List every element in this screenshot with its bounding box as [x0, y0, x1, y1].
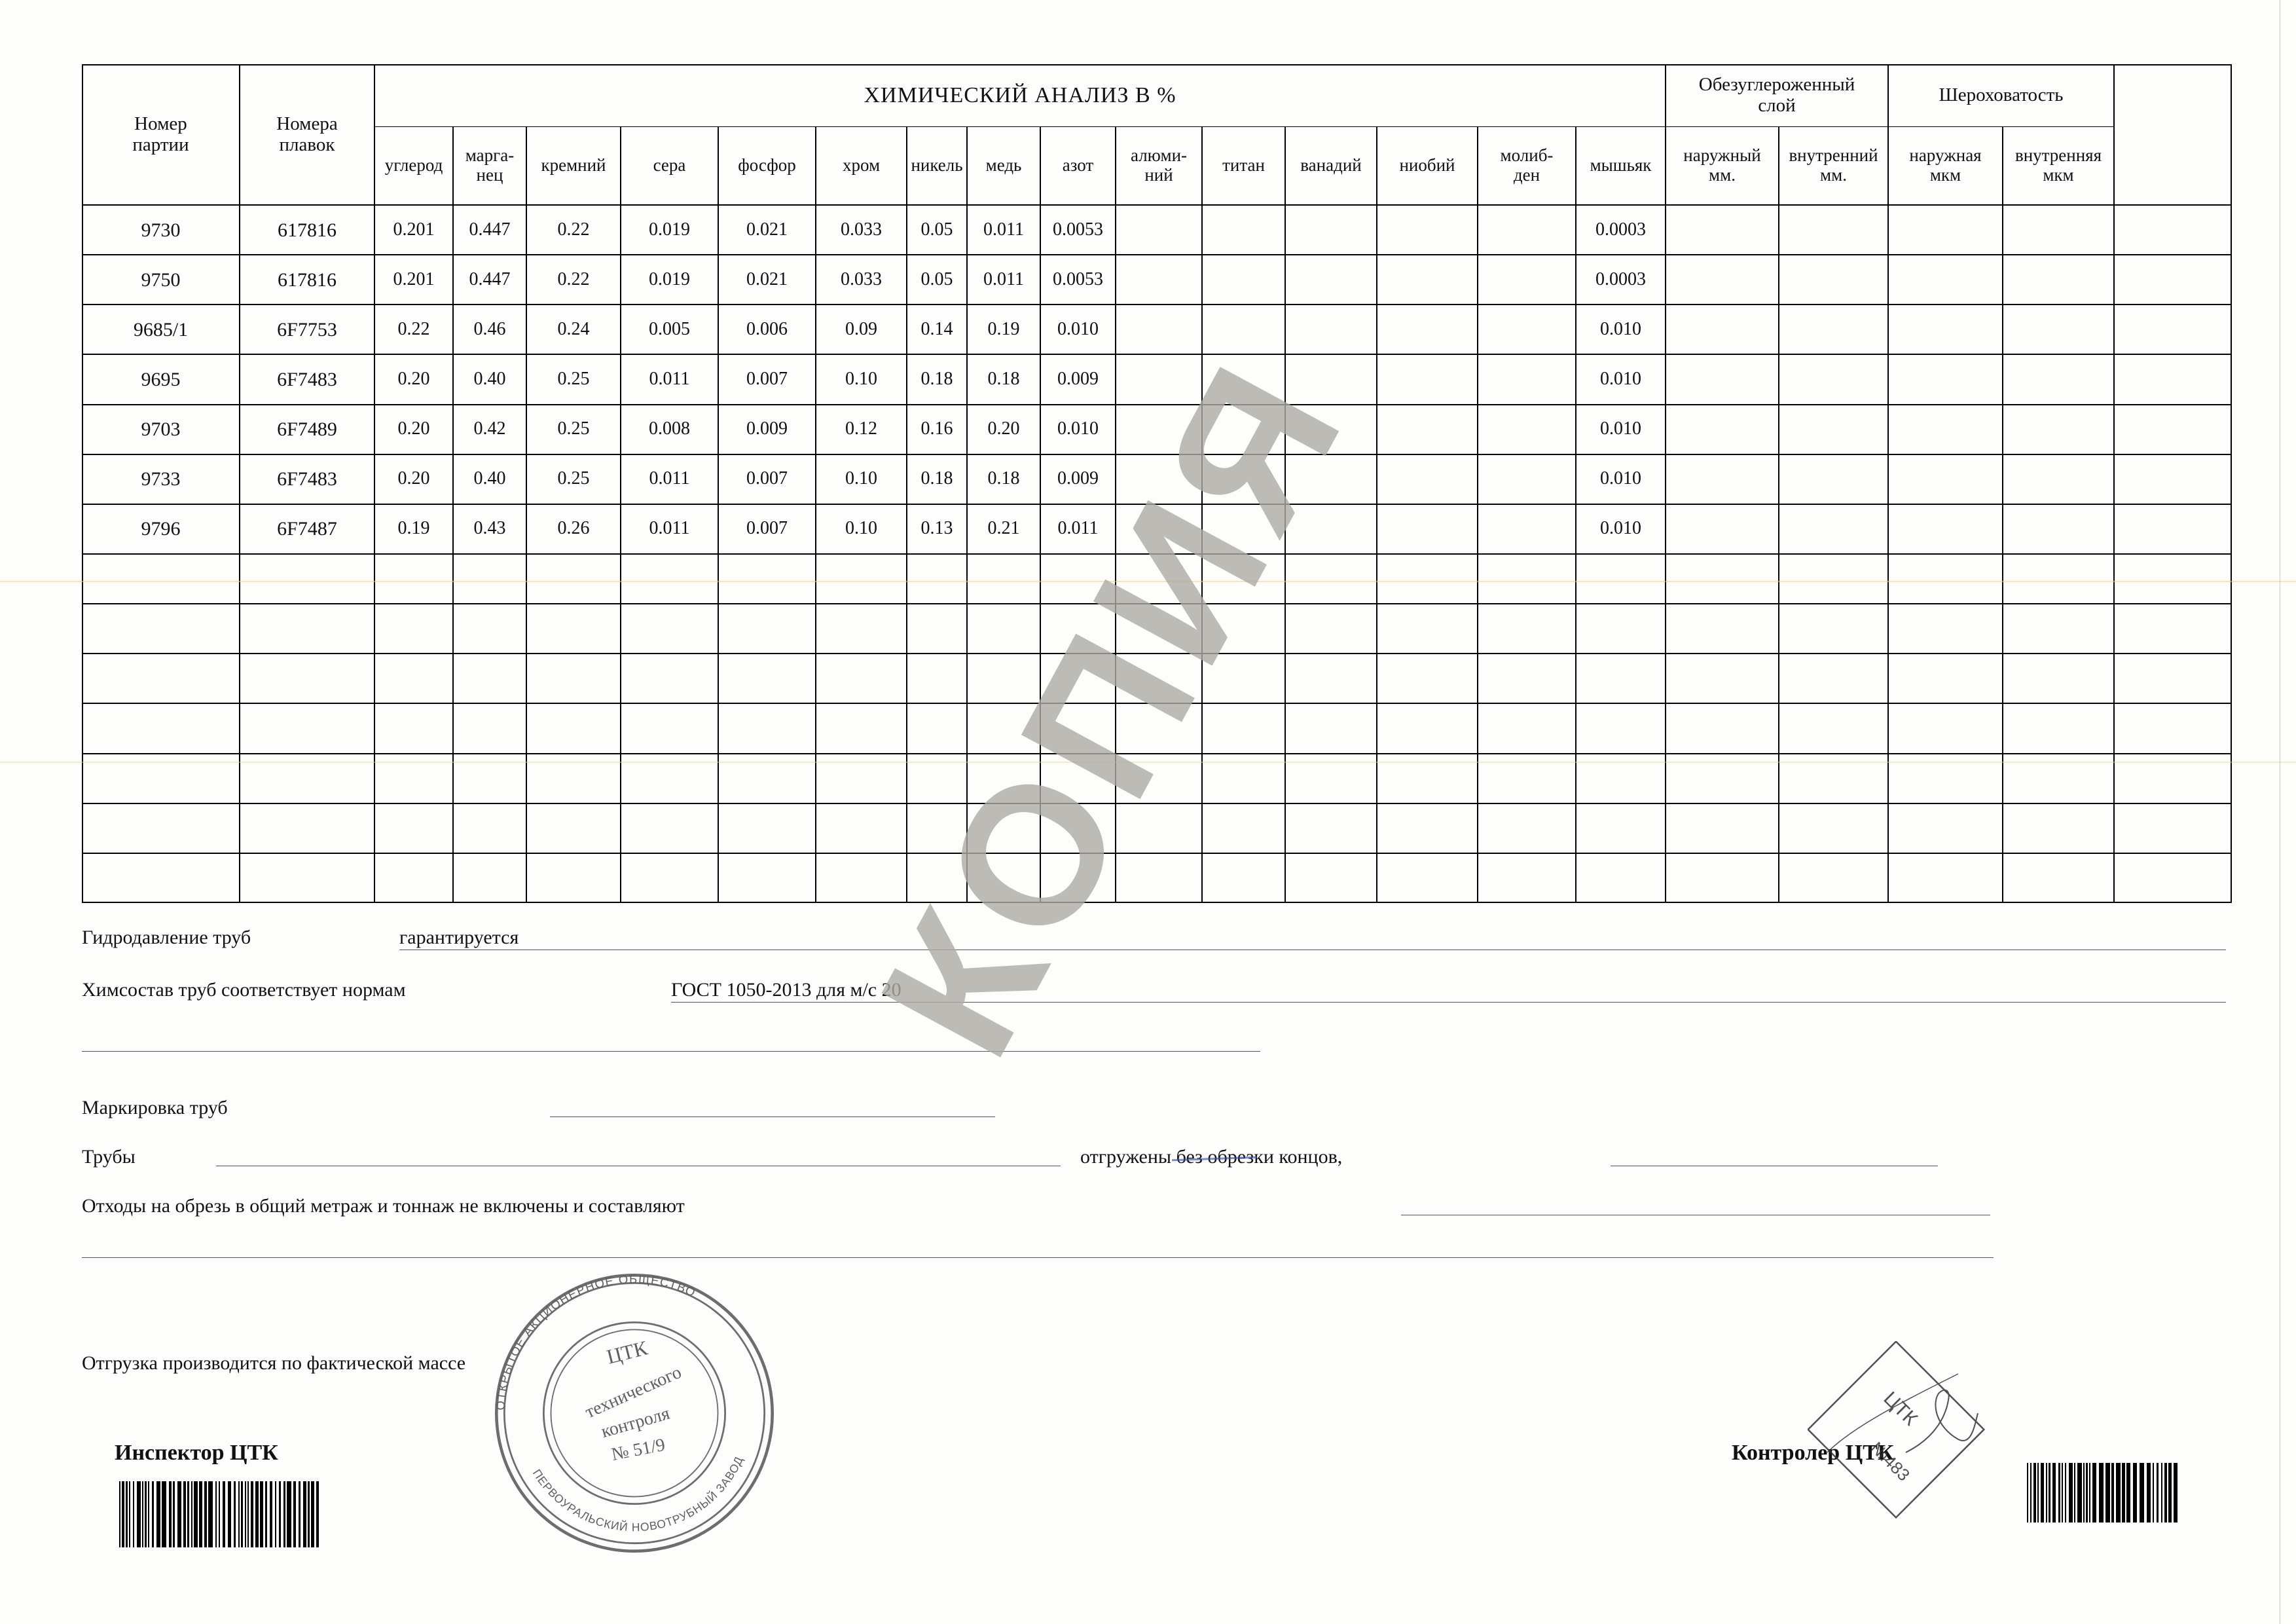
svg-text:№ 51/9: № 51/9 [610, 1434, 666, 1464]
svg-text:ОТКРЫТОЕ АКЦИОНЕРНОЕ ОБЩЕСТВО: ОТКРЫТОЕ АКЦИОНЕРНОЕ ОБЩЕСТВО [481, 1264, 709, 1412]
svg-text:№483: №483 [1867, 1438, 1914, 1485]
svg-text:ЦТК: ЦТК [1880, 1388, 1922, 1430]
svg-text:ЦТК: ЦТК [604, 1336, 650, 1368]
